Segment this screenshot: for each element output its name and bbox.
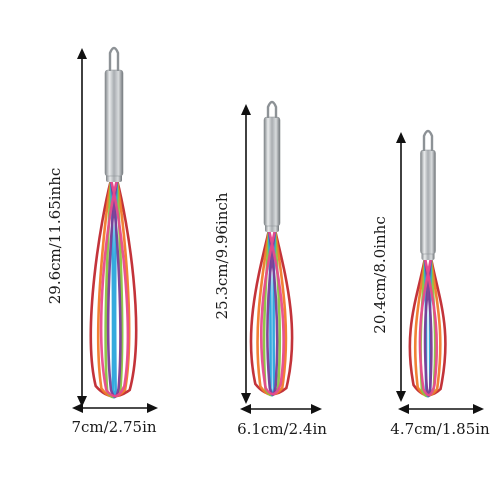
whisk-medium [249, 100, 294, 397]
steel-handle [263, 116, 281, 227]
width-arrow-large [72, 403, 158, 413]
whisk-wire [259, 228, 285, 396]
whisk-wire [99, 178, 130, 398]
height-arrow-large [77, 48, 87, 407]
arrow-head-left [240, 404, 251, 414]
arrow-head-down [396, 391, 406, 402]
steel-handle [104, 69, 124, 177]
width-arrow-medium [240, 404, 322, 414]
arrow-head-up [77, 48, 87, 59]
arrow-head-right [311, 404, 322, 414]
hanging-ring [422, 129, 434, 151]
whisk-medium-width-label: 6.1cm/2.4in [237, 420, 327, 438]
arrow-head-down [77, 396, 87, 407]
whisk-small [408, 129, 447, 398]
height-arrow-medium [241, 104, 251, 404]
hanging-ring [108, 46, 120, 71]
arrow-head-right [147, 403, 158, 413]
arrow-head-up [396, 132, 406, 143]
arrow-head-left [72, 403, 83, 413]
steel-handle [420, 149, 436, 255]
width-arrow-small [398, 404, 484, 414]
arrow-head-down [241, 393, 251, 404]
whisk-small-height-label: 20.4cm/8.0inhc [371, 216, 389, 334]
whisk-small-width-label: 4.7cm/1.85in [390, 420, 490, 438]
hanging-ring [266, 100, 278, 118]
whisk-wire [418, 256, 439, 397]
whisk-medium-height-label: 25.3cm/9.96inch [213, 192, 231, 320]
whisk-large [89, 46, 138, 399]
arrow-head-right [473, 404, 484, 414]
arrow-head-left [398, 404, 409, 414]
arrow-head-up [241, 104, 251, 115]
whisk-large-width-label: 7cm/2.75in [71, 418, 157, 436]
height-arrow-small [396, 132, 406, 402]
whisk-large-height-label: 29.6cm/11.65inhc [46, 167, 64, 305]
